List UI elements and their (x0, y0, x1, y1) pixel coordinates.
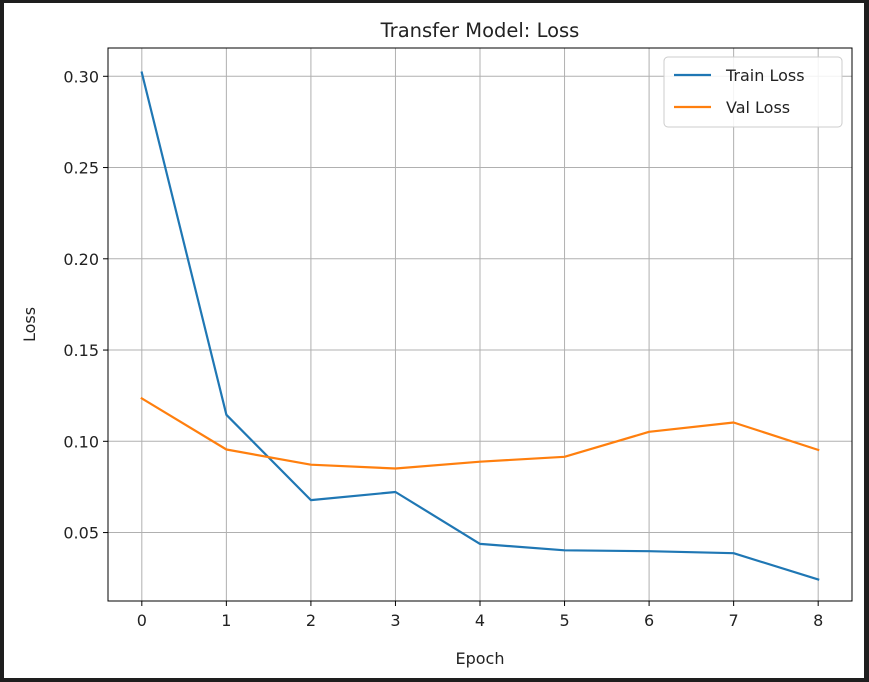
x-tick-label: 1 (221, 611, 231, 630)
chart-figure: 0 1 2 3 4 5 6 7 8 0.05 0.10 0.15 0.20 0.25 0.30 Transf… (4, 3, 864, 678)
x-tick-label: 2 (306, 611, 316, 630)
y-tick-label: 0.20 (63, 250, 99, 269)
y-axis-label: Loss (20, 307, 39, 342)
x-tick-label: 4 (475, 611, 485, 630)
y-tick-label: 0.25 (63, 159, 99, 178)
chart-legend: Train Loss Val Loss (663, 56, 843, 128)
y-tick-label: 0.10 (63, 432, 99, 451)
y-tick-label: 0.05 (63, 524, 99, 543)
chart-title: Transfer Model: Loss (380, 19, 580, 42)
loss-line-chart: 0 1 2 3 4 5 6 7 8 0.05 0.10 0.15 0.20 0.25 0.30 Transf… (20, 19, 853, 668)
x-tick-label: 3 (390, 611, 400, 630)
y-tick-label: 0.15 (63, 341, 99, 360)
x-tick-label: 5 (559, 611, 569, 630)
x-tick-label: 0 (137, 611, 147, 630)
x-tick-label: 8 (813, 611, 823, 630)
x-tick-label: 6 (644, 611, 654, 630)
val-loss-legend-label: Val Loss (726, 98, 790, 117)
train-loss-legend-label: Train Loss (725, 66, 805, 85)
val-loss-line (140, 396, 820, 470)
grid-lines (108, 48, 852, 601)
x-axis-label: Epoch (456, 649, 505, 668)
y-tick-label: 0.30 (63, 67, 99, 86)
series-lines (140, 71, 820, 581)
x-tick-label: 7 (729, 611, 739, 630)
axis-ticks: 0 1 2 3 4 5 6 7 8 0.05 0.10 0.15 0.20 0.25 0.30 (63, 67, 823, 630)
train-loss-line (140, 71, 820, 581)
